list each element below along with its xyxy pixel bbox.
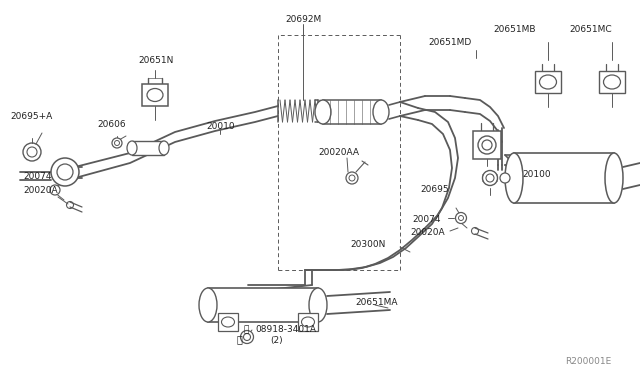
Text: 20020AA: 20020AA bbox=[318, 148, 359, 157]
Text: 20651MB: 20651MB bbox=[493, 25, 536, 34]
Bar bbox=[132, 141, 164, 155]
Bar bbox=[208, 288, 318, 322]
Ellipse shape bbox=[373, 100, 389, 124]
Circle shape bbox=[458, 215, 463, 221]
Ellipse shape bbox=[540, 75, 557, 89]
Text: 08918-3401A: 08918-3401A bbox=[255, 325, 316, 334]
Circle shape bbox=[50, 185, 60, 195]
Circle shape bbox=[51, 158, 79, 186]
Circle shape bbox=[241, 330, 253, 343]
Text: 20695+A: 20695+A bbox=[10, 112, 52, 121]
Text: 20010: 20010 bbox=[206, 122, 235, 131]
Bar bbox=[218, 313, 238, 331]
Ellipse shape bbox=[199, 288, 217, 322]
Ellipse shape bbox=[221, 317, 234, 327]
Bar bbox=[142, 84, 168, 106]
Bar bbox=[599, 71, 625, 93]
Text: 20300N: 20300N bbox=[350, 240, 385, 249]
Circle shape bbox=[346, 172, 358, 184]
Text: 20651MC: 20651MC bbox=[569, 25, 612, 34]
Text: 20692M: 20692M bbox=[285, 15, 321, 24]
Ellipse shape bbox=[147, 89, 163, 102]
Text: 20651MD: 20651MD bbox=[428, 38, 471, 47]
Text: Ⓝ: Ⓝ bbox=[236, 334, 242, 344]
Text: 20074: 20074 bbox=[412, 215, 440, 224]
Circle shape bbox=[482, 140, 492, 150]
Text: 20606: 20606 bbox=[97, 120, 125, 129]
Circle shape bbox=[115, 141, 120, 145]
Circle shape bbox=[349, 175, 355, 181]
Ellipse shape bbox=[309, 288, 327, 322]
Circle shape bbox=[486, 174, 494, 182]
Circle shape bbox=[483, 170, 497, 186]
Bar bbox=[514, 153, 614, 203]
Ellipse shape bbox=[605, 153, 623, 203]
Text: 20020A: 20020A bbox=[410, 228, 445, 237]
Circle shape bbox=[456, 212, 467, 224]
Circle shape bbox=[243, 334, 250, 340]
Bar bbox=[323, 100, 381, 124]
Text: 20020A: 20020A bbox=[23, 186, 58, 195]
Bar bbox=[473, 131, 501, 159]
Ellipse shape bbox=[478, 136, 496, 154]
Ellipse shape bbox=[315, 100, 331, 124]
Circle shape bbox=[112, 138, 122, 148]
Text: 20074: 20074 bbox=[23, 172, 51, 181]
Ellipse shape bbox=[301, 317, 314, 327]
Ellipse shape bbox=[127, 141, 137, 155]
Bar bbox=[535, 71, 561, 93]
Text: R200001E: R200001E bbox=[565, 357, 611, 366]
Text: 20651MA: 20651MA bbox=[355, 298, 397, 307]
Text: Ⓝ: Ⓝ bbox=[244, 325, 249, 334]
Text: 20695: 20695 bbox=[420, 185, 449, 194]
Ellipse shape bbox=[159, 141, 169, 155]
Ellipse shape bbox=[604, 75, 621, 89]
Bar bbox=[298, 313, 318, 331]
Text: 20100: 20100 bbox=[522, 170, 550, 179]
Ellipse shape bbox=[505, 153, 523, 203]
Text: (2): (2) bbox=[270, 336, 283, 345]
Circle shape bbox=[57, 164, 73, 180]
Text: 20651N: 20651N bbox=[138, 56, 173, 65]
Circle shape bbox=[500, 173, 510, 183]
